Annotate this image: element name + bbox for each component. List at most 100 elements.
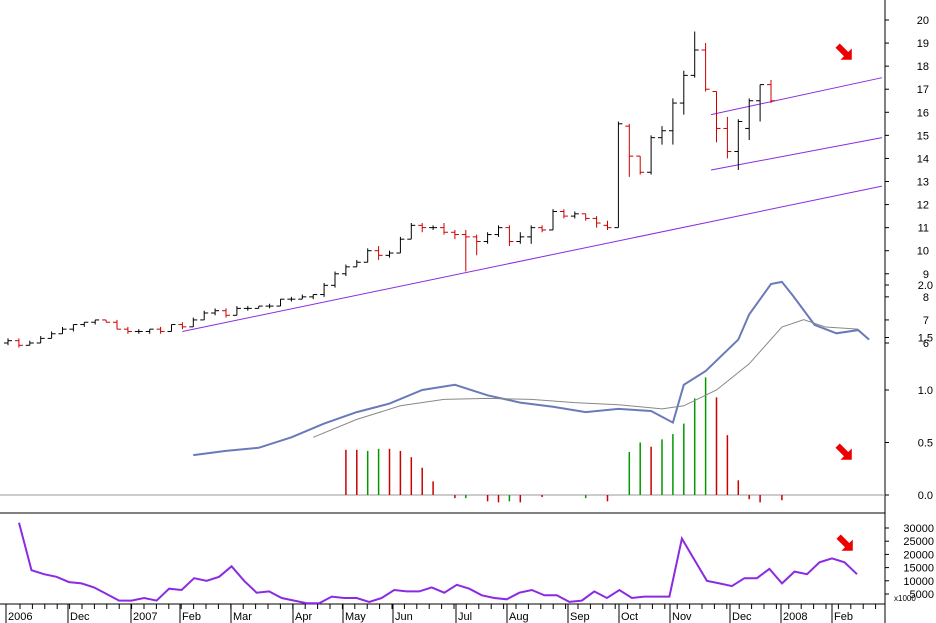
volume-tick-label: 30000 xyxy=(903,523,934,535)
price-tick-label: 19 xyxy=(917,38,929,50)
price-tick-label: 8 xyxy=(923,292,929,304)
price-tick-label: 17 xyxy=(917,84,929,96)
ohlc-bar xyxy=(559,209,568,219)
price-tick-label: 10 xyxy=(917,246,929,258)
price-tick-label: 7 xyxy=(923,315,929,327)
ohlc-bar xyxy=(712,91,721,143)
indicator-slow-line xyxy=(313,319,859,438)
ohlc-bar xyxy=(243,306,252,311)
volume-tick-label: 15000 xyxy=(903,563,934,575)
annotation-arrows xyxy=(835,43,853,551)
price-tick-label: 18 xyxy=(917,61,929,73)
ohlc-bar xyxy=(14,338,23,348)
ohlc-bar xyxy=(767,79,775,104)
channel-lower-line xyxy=(710,137,883,171)
ohlc-bar xyxy=(679,70,688,115)
ohlc-bar xyxy=(80,321,89,327)
price-tick-label: 12 xyxy=(917,200,929,212)
ohlc-bar xyxy=(549,209,557,231)
price-tick-label: 11 xyxy=(918,223,929,235)
ohlc-bar xyxy=(450,229,459,240)
ohlc-bar xyxy=(47,331,56,339)
red-down-right-arrow-icon xyxy=(836,534,853,551)
x-tick-label: Aug xyxy=(509,611,529,623)
indicator-fast-line xyxy=(193,280,870,457)
ohlc-bar xyxy=(614,121,623,229)
ohlc-bar xyxy=(145,328,154,334)
ohlc-bar xyxy=(36,336,45,344)
ohlc-bar xyxy=(222,308,230,318)
indicator-tick-label: 1.5 xyxy=(918,333,933,345)
support-trendline xyxy=(182,185,883,332)
ohlc-bar xyxy=(113,319,121,330)
x-tick-label: Sep xyxy=(570,611,590,623)
arrow-shape xyxy=(836,534,853,551)
x-tick-label: Jun xyxy=(395,611,413,623)
ohlc-bar xyxy=(287,296,296,302)
price-tick-label: 9 xyxy=(923,269,929,281)
price-tick-label: 13 xyxy=(917,177,929,189)
arrow-shape xyxy=(835,443,852,460)
ohlc-bar xyxy=(167,324,176,332)
ohlc-bar xyxy=(352,259,361,268)
channel-upper-line xyxy=(710,77,883,116)
ohlc-bar xyxy=(211,308,220,316)
indicator-tick-label: 1.0 xyxy=(918,385,933,397)
ohlc-bar xyxy=(658,126,666,145)
volume-unit-label: x1000 xyxy=(894,594,916,603)
ohlc-bar xyxy=(363,248,372,263)
ohlc-bar xyxy=(189,317,198,328)
x-tick-label: 2008 xyxy=(783,611,807,623)
ohlc-bar xyxy=(309,294,318,300)
ohlc-bar xyxy=(134,329,143,334)
ohlc-bar xyxy=(298,294,307,300)
ohlc-bar xyxy=(505,225,514,247)
price-tick-label: 16 xyxy=(917,107,929,119)
volume-tick-label: 25000 xyxy=(903,536,934,548)
ohlc-bar xyxy=(91,319,100,325)
ohlc-bar xyxy=(581,213,590,221)
axes: 6 7 8 9 10 11 12 13 14 15 16 17 18 19 20 0.0 0.5 1.0 1.5 2.… xyxy=(5,15,934,623)
ohlc-bar xyxy=(494,225,503,237)
ohlc-bar xyxy=(407,223,416,240)
ohlc-bar xyxy=(429,225,438,230)
ohlc-bar xyxy=(603,220,612,230)
ohlc-bar xyxy=(69,324,78,332)
x-tick-label: Jul xyxy=(458,611,472,623)
ohlc-bar xyxy=(592,216,601,228)
ohlc-bar xyxy=(418,223,427,233)
x-tick-label: 2006 xyxy=(8,611,32,623)
price-tick-label: 20 xyxy=(917,15,929,27)
volume-tick-label: 10000 xyxy=(903,576,934,588)
volume-line xyxy=(18,522,858,605)
ohlc-bar xyxy=(756,84,765,122)
ohlc-bar xyxy=(320,283,329,297)
ohlc-bar xyxy=(341,264,350,277)
ohlc-bar xyxy=(745,98,754,140)
x-tick-label: Feb xyxy=(182,611,201,623)
ohlc-bar xyxy=(254,305,263,309)
ohlc-bar xyxy=(232,306,241,316)
ohlc-bar xyxy=(701,43,710,92)
x-tick-label: Mar xyxy=(233,611,252,623)
indicator-tick-label: 0.5 xyxy=(918,438,933,450)
indicator-tick-label: 2.0 xyxy=(918,280,933,292)
x-tick-label: Apr xyxy=(295,611,312,623)
x-tick-label: May xyxy=(345,611,366,623)
ohlc-bar xyxy=(538,225,547,233)
ohlc-bar xyxy=(156,326,165,334)
red-down-right-arrow-icon xyxy=(835,443,852,460)
ohlc-bar xyxy=(4,338,12,346)
ohlc-bar xyxy=(483,232,492,244)
ohlc-bar xyxy=(265,303,274,309)
arrow-shape xyxy=(835,43,852,60)
price-tick-label: 6 xyxy=(923,338,929,350)
volume-tick-label: 5000 xyxy=(910,589,934,601)
price-panel xyxy=(4,31,883,348)
x-tick-label: Oct xyxy=(621,611,638,623)
chart-frame xyxy=(0,0,886,623)
ohlc-bar xyxy=(276,298,285,307)
indicator-tick-label: 0.0 xyxy=(918,490,933,502)
red-down-right-arrow-icon xyxy=(835,43,852,60)
